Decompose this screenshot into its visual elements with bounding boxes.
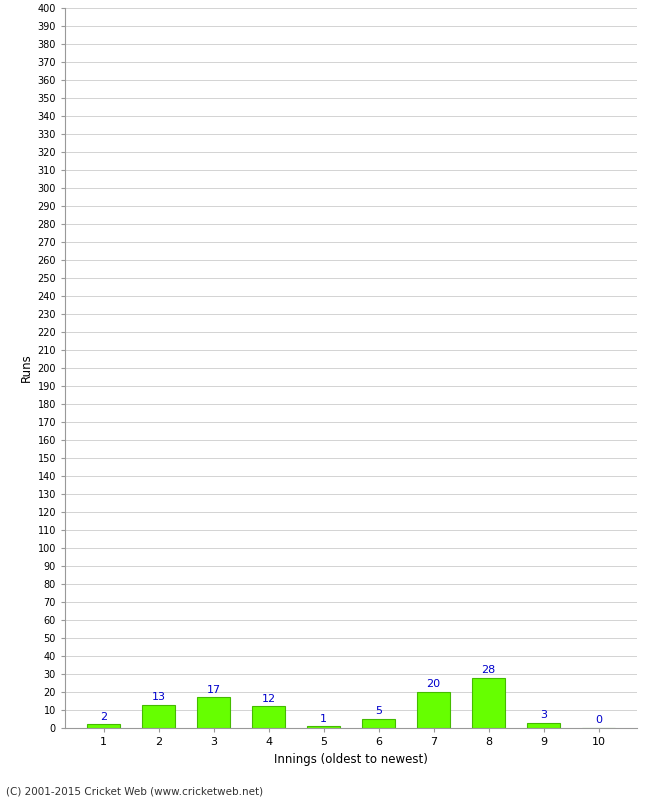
Bar [362,719,395,728]
Text: 2: 2 [100,712,107,722]
Bar [472,678,505,728]
Text: 17: 17 [207,685,220,694]
Text: 28: 28 [482,665,496,675]
Text: 0: 0 [595,715,602,726]
Bar [197,698,230,728]
Text: 1: 1 [320,714,327,723]
Bar [417,692,450,728]
Text: (C) 2001-2015 Cricket Web (www.cricketweb.net): (C) 2001-2015 Cricket Web (www.cricketwe… [6,786,264,796]
Bar [527,722,560,728]
X-axis label: Innings (oldest to newest): Innings (oldest to newest) [274,753,428,766]
Text: 12: 12 [261,694,276,704]
Bar [307,726,340,728]
Bar [252,706,285,728]
Text: 13: 13 [151,692,166,702]
Text: 3: 3 [540,710,547,720]
Y-axis label: Runs: Runs [20,354,33,382]
Text: 20: 20 [426,679,441,690]
Text: 5: 5 [375,706,382,716]
Bar [87,725,120,728]
Bar [142,705,175,728]
